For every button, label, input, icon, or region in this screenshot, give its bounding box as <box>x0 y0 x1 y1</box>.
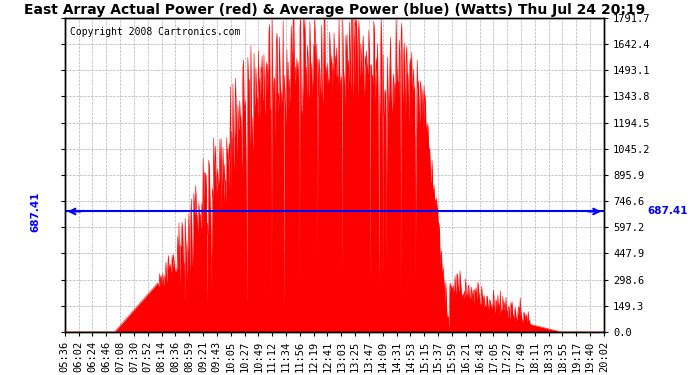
Text: 687.41: 687.41 <box>30 191 40 232</box>
Text: Copyright 2008 Cartronics.com: Copyright 2008 Cartronics.com <box>70 27 241 38</box>
Text: 687.41: 687.41 <box>647 207 687 216</box>
Title: East Array Actual Power (red) & Average Power (blue) (Watts) Thu Jul 24 20:19: East Array Actual Power (red) & Average … <box>23 3 645 17</box>
